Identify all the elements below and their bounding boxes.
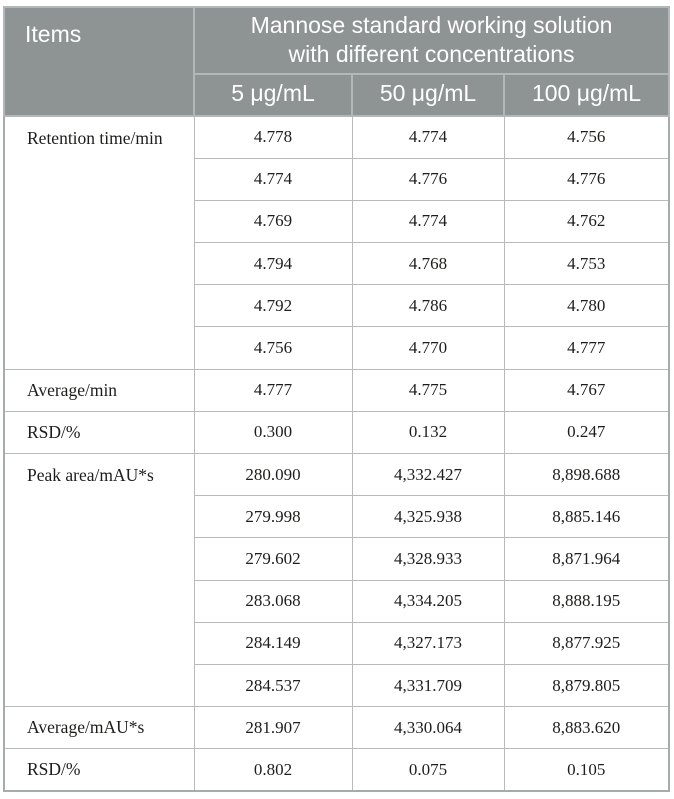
table-body: Retention time/min 4.778 4.774 4.756 4.7… bbox=[3, 115, 670, 792]
group-title-text: Mannose standard working solution with d… bbox=[250, 12, 613, 67]
cell-value: 279.998 bbox=[193, 495, 353, 539]
cell-value: 4,325.938 bbox=[351, 495, 505, 539]
cell-value: 4.780 bbox=[503, 284, 670, 328]
cell-value: 0.802 bbox=[193, 748, 353, 792]
cell-value: 8,898.688 bbox=[503, 452, 670, 497]
cell-value: 0.300 bbox=[193, 410, 353, 455]
cell-value: 4.776 bbox=[351, 157, 505, 201]
cell-value: 0.247 bbox=[503, 410, 670, 455]
cell-value: 4.767 bbox=[503, 368, 670, 412]
table-header: Items Mannose standard working solution … bbox=[3, 6, 671, 117]
table-row: 4.756 4.770 4.777 bbox=[4, 326, 670, 370]
cell-value: 4.794 bbox=[193, 242, 353, 286]
row-label-rsd-area: RSD/% bbox=[3, 748, 195, 792]
cell-value: 8,883.620 bbox=[503, 706, 670, 750]
row-label-average-min: Average/min bbox=[3, 368, 195, 412]
items-header-cell: Items bbox=[3, 6, 195, 117]
cell-value: 4,330.064 bbox=[351, 706, 505, 750]
table-row: Peak area/mAU*s 280.090 4,332.427 8,898.… bbox=[3, 452, 670, 708]
table-row: 4.769 4.774 4.762 bbox=[4, 199, 670, 244]
row-label-peak-area: Peak area/mAU*s bbox=[3, 452, 195, 708]
column-header-100ug: 100 μg/mL bbox=[502, 73, 671, 117]
table-row: Retention time/min 4.778 4.774 4.756 bbox=[3, 115, 670, 370]
cell-value: 4.776 bbox=[503, 157, 670, 201]
cell-value: 4.777 bbox=[503, 326, 670, 370]
cell-value: 4,334.205 bbox=[351, 579, 505, 623]
cell-value: 4,332.427 bbox=[351, 452, 505, 497]
cell-value: 0.132 bbox=[351, 410, 505, 455]
cell-value: 8,877.925 bbox=[503, 621, 670, 665]
table-row: Average/mAU*s 281.907 4,330.064 8,883.62… bbox=[3, 706, 670, 750]
column-header-5ug: 5 μg/mL bbox=[193, 73, 353, 117]
cell-value: 8,871.964 bbox=[503, 537, 670, 581]
cell-value: 283.068 bbox=[193, 579, 353, 623]
mannose-standard-table: Items Mannose standard working solution … bbox=[3, 6, 671, 792]
table-row: Average/min 4.777 4.775 4.767 bbox=[3, 368, 670, 412]
cell-value: 0.075 bbox=[351, 748, 505, 792]
cell-value: 4.786 bbox=[351, 284, 505, 328]
row-label-rsd-time: RSD/% bbox=[3, 410, 195, 455]
table-row: 4.792 4.786 4.780 bbox=[4, 284, 670, 328]
cell-value: 4.756 bbox=[193, 326, 353, 370]
table-row: 284.149 4,327.173 8,877.925 bbox=[4, 621, 670, 665]
cell-value: 4.756 bbox=[503, 115, 670, 159]
cell-value: 4.775 bbox=[351, 368, 505, 412]
row-label-average-area: Average/mAU*s bbox=[3, 706, 195, 750]
cell-value: 284.537 bbox=[193, 663, 353, 708]
group-title-cell: Mannose standard working solution with d… bbox=[192, 6, 671, 75]
cell-value: 4.768 bbox=[351, 242, 505, 286]
cell-value: 4.792 bbox=[193, 284, 353, 328]
cell-value: 280.090 bbox=[193, 452, 353, 497]
cell-value: 279.602 bbox=[193, 537, 353, 581]
cell-value: 4.774 bbox=[351, 115, 505, 159]
table-row: 284.537 4,331.709 8,879.805 bbox=[4, 663, 670, 708]
cell-value: 4.777 bbox=[193, 368, 353, 412]
cell-value: 4.753 bbox=[503, 242, 670, 286]
cell-value: 4.762 bbox=[503, 199, 670, 244]
cell-value: 8,888.195 bbox=[503, 579, 670, 623]
cell-value: 0.105 bbox=[503, 748, 670, 792]
header-row-concentrations: 5 μg/mL 50 μg/mL 100 μg/mL bbox=[4, 73, 671, 117]
table-row: 4.774 4.776 4.776 bbox=[4, 157, 670, 201]
cell-value: 4,328.933 bbox=[351, 537, 505, 581]
cell-value: 281.907 bbox=[193, 706, 353, 750]
cell-value: 4.769 bbox=[193, 199, 353, 244]
cell-value: 4.778 bbox=[193, 115, 353, 159]
header-row-group: Items Mannose standard working solution … bbox=[3, 6, 671, 117]
table-row: RSD/% 0.802 0.075 0.105 bbox=[3, 748, 670, 792]
table-row: 4.794 4.768 4.753 bbox=[4, 242, 670, 286]
table-row: RSD/% 0.300 0.132 0.247 bbox=[3, 410, 670, 455]
cell-value: 4.770 bbox=[351, 326, 505, 370]
cell-value: 4.774 bbox=[193, 157, 353, 201]
row-label-retention-time: Retention time/min bbox=[3, 115, 195, 370]
cell-value: 8,885.146 bbox=[503, 495, 670, 539]
cell-value: 4,327.173 bbox=[351, 621, 505, 665]
cell-value: 4,331.709 bbox=[351, 663, 505, 708]
table-row: 279.998 4,325.938 8,885.146 bbox=[4, 495, 670, 539]
cell-value: 8,879.805 bbox=[503, 663, 670, 708]
column-header-50ug: 50 μg/mL bbox=[351, 73, 505, 117]
cell-value: 284.149 bbox=[193, 621, 353, 665]
table-row: 283.068 4,334.205 8,888.195 bbox=[4, 579, 670, 623]
cell-value: 4.774 bbox=[351, 199, 505, 244]
